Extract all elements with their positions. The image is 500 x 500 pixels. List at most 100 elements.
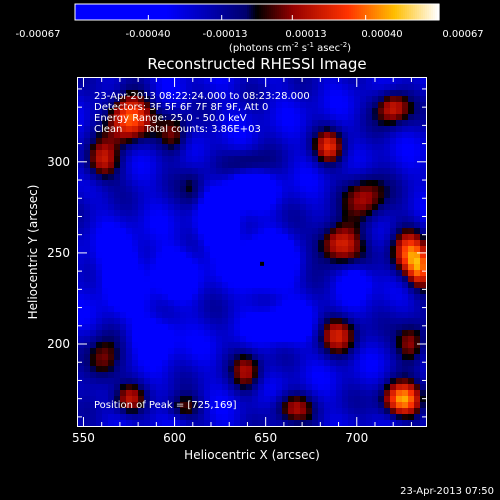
heatmap-cell: [90, 84, 97, 91]
heatmap-cell: [90, 330, 97, 337]
heatmap-cell: [294, 204, 301, 211]
heatmap-cell: [216, 186, 223, 193]
heatmap-cell: [306, 156, 313, 163]
heatmap-cell: [216, 204, 223, 211]
heatmap-cell: [408, 168, 415, 175]
heatmap-cell: [300, 390, 307, 397]
heatmap-cell: [90, 384, 97, 391]
heatmap-cell: [384, 102, 391, 109]
heatmap-cell: [228, 132, 235, 139]
heatmap-cell: [180, 378, 187, 385]
heatmap-cell: [156, 168, 163, 175]
heatmap-cell: [84, 234, 91, 241]
heatmap-cell: [402, 162, 409, 169]
heatmap-cell: [348, 180, 355, 187]
heatmap-cell: [234, 102, 241, 109]
heatmap-cell: [204, 396, 211, 403]
heatmap-cell: [252, 240, 259, 247]
heatmap-cell: [402, 204, 409, 211]
heatmap-cell: [168, 348, 175, 355]
heatmap-cell: [162, 312, 169, 319]
heatmap-cell: [252, 342, 259, 349]
heatmap-cell: [306, 102, 313, 109]
heatmap-cell: [294, 414, 301, 421]
heatmap-cell: [378, 96, 385, 103]
heatmap-cell: [108, 408, 115, 415]
heatmap-cell: [132, 360, 139, 367]
heatmap-cell: [408, 84, 415, 91]
heatmap-cell: [120, 378, 127, 385]
colorbar-segment: [235, 4, 238, 20]
heatmap-cell: [156, 264, 163, 271]
heatmap-cell: [174, 258, 181, 265]
heatmap-cell: [294, 318, 301, 325]
heatmap-cell: [120, 90, 127, 97]
heatmap-cell: [162, 306, 169, 313]
heatmap-cell: [420, 342, 427, 349]
heatmap-cell: [114, 276, 121, 283]
heatmap-cell: [264, 192, 271, 199]
colorbar-segment: [163, 4, 166, 20]
heatmap-cell: [348, 96, 355, 103]
heatmap-cell: [174, 396, 181, 403]
heatmap-cell: [222, 288, 229, 295]
heatmap-cell: [348, 246, 355, 253]
heatmap-cell: [366, 204, 373, 211]
heatmap-cell: [192, 246, 199, 253]
heatmap-cell: [120, 186, 127, 193]
heatmap-cell: [354, 276, 361, 283]
heatmap-cell: [378, 168, 385, 175]
heatmap-cell: [336, 162, 343, 169]
heatmap-cell: [360, 396, 367, 403]
heatmap-cell: [396, 372, 403, 379]
heatmap-cell: [252, 300, 259, 307]
heatmap-cell: [408, 372, 415, 379]
heatmap-cell: [96, 222, 103, 229]
heatmap-cell: [270, 204, 277, 211]
heatmap-cell: [114, 264, 121, 271]
heatmap-cell: [318, 120, 325, 127]
heatmap-cell: [150, 174, 157, 181]
colorbar-tick-label: 0.00067: [442, 29, 483, 40]
heatmap-cell: [348, 312, 355, 319]
heatmap-cell: [318, 228, 325, 235]
heatmap-cell: [294, 138, 301, 145]
colorbar-segment: [99, 4, 102, 20]
heatmap-cell: [402, 282, 409, 289]
heatmap-cell: [348, 84, 355, 91]
colorbar-segment: [125, 4, 128, 20]
heatmap-cell: [192, 348, 199, 355]
heatmap-cell: [240, 126, 247, 133]
heatmap-cell: [228, 258, 235, 265]
heatmap-cell: [210, 174, 217, 181]
heatmap-cell: [294, 78, 301, 85]
heatmap-cell: [150, 402, 157, 409]
heatmap-cell: [168, 324, 175, 331]
heatmap-cell: [108, 282, 115, 289]
heatmap-cell: [246, 336, 253, 343]
heatmap-cell: [234, 258, 241, 265]
heatmap-cell: [276, 222, 283, 229]
heatmap-cell: [408, 126, 415, 133]
heatmap-cell: [78, 198, 85, 205]
heatmap-cell: [408, 330, 415, 337]
heatmap-cell: [150, 366, 157, 373]
heatmap-cell: [174, 336, 181, 343]
heatmap-cell: [108, 402, 115, 409]
heatmap-cell: [174, 120, 181, 127]
heatmap-cell: [180, 336, 187, 343]
colorbar-segment: [305, 4, 308, 20]
heatmap-cell: [222, 84, 229, 91]
heatmap-cell: [408, 162, 415, 169]
heatmap-cell: [222, 384, 229, 391]
heatmap-cell: [306, 330, 313, 337]
heatmap-cell: [396, 102, 403, 109]
heatmap-cell: [120, 240, 127, 247]
heatmap-cell: [144, 222, 151, 229]
heatmap-cell: [240, 414, 247, 421]
heatmap-cell: [156, 378, 163, 385]
heatmap-cell: [330, 126, 337, 133]
heatmap-cell: [294, 288, 301, 295]
colorbar-segment: [155, 4, 158, 20]
heatmap-cell: [324, 108, 331, 115]
